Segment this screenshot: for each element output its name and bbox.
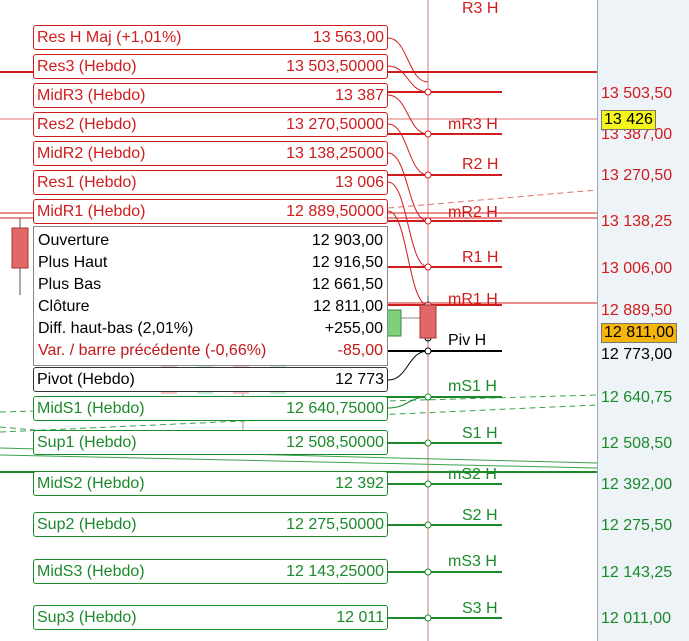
axis-label-piv: 12 773,00: [601, 346, 673, 363]
pivot-label-midr2[interactable]: MidR2 (Hebdo) 13 138,25000: [33, 141, 388, 166]
pivot-label-name: Sup3 (Hebdo): [37, 609, 137, 626]
axis-label-s2: 12 275,50: [601, 517, 673, 534]
pivot-label-value: 12 011: [336, 609, 384, 626]
price-axis[interactable]: 13 503,50 13 387,00 13 426 13 270,50 13 …: [597, 0, 689, 641]
trend-line-green-2: [0, 454, 597, 469]
info-range-row: Diff. haut-bas (2,01%) +255,00: [38, 318, 383, 340]
pivot-label-sup3[interactable]: Sup3 (Hebdo) 12 011: [33, 605, 388, 630]
axis-label-ms2: 12 392,00: [601, 476, 673, 493]
axis-label-mr3: 13 387,00: [601, 126, 673, 143]
pivot-label-sup1[interactable]: Sup1 (Hebdo) 12 508,50000: [33, 430, 388, 455]
pivot-label-midr1[interactable]: MidR1 (Hebdo) 12 889,50000: [33, 199, 388, 224]
pivot-label-name: MidS3 (Hebdo): [37, 563, 145, 580]
axis-label-ms1: 12 640,75: [601, 389, 673, 406]
level-tag-sup2: S2 H: [462, 507, 498, 524]
pivot-label-name: Res1 (Hebdo): [37, 174, 137, 191]
pivot-label-value: 12 143,25000: [286, 563, 384, 580]
axis-label-ms3: 12 143,25: [601, 564, 673, 581]
pivot-label-name: MidS1 (Hebdo): [37, 400, 145, 417]
pivot-label-mids3[interactable]: MidS3 (Hebdo) 12 143,25000: [33, 559, 388, 584]
axis-label-mr1: 12 889,50: [601, 302, 673, 319]
pivot-label-name: Res2 (Hebdo): [37, 116, 137, 133]
pivot-label-value: 13 138,25000: [286, 145, 384, 162]
pivot-label-value: 12 392: [335, 475, 384, 492]
level-tag-res1: R1 H: [462, 249, 499, 266]
pivot-label-midr3[interactable]: MidR3 (Hebdo) 13 387: [33, 83, 388, 108]
pivot-label-name: Sup2 (Hebdo): [37, 516, 137, 533]
axis-label-r2: 13 270,50: [601, 167, 673, 184]
info-high-label: Plus Haut: [38, 254, 108, 271]
pivot-label-res_h_maj[interactable]: Res H Maj (+1,01%) 13 563,00: [33, 25, 388, 50]
pivot-label-value: 12 640,75000: [286, 400, 384, 417]
level-tag-midr2: mR2 H: [448, 204, 498, 221]
level-tag-res3: R3 H: [462, 0, 499, 17]
pivot-label-name: MidR3 (Hebdo): [37, 87, 146, 104]
info-change-label: Var. / barre précédente (-0,66%): [38, 342, 267, 359]
pivot-label-value: 13 006: [335, 174, 384, 191]
level-tag-sup3: S3 H: [462, 600, 498, 617]
info-close-row: Clôture 12 811,00: [38, 296, 383, 318]
pivot-label-value: 12 773: [335, 371, 384, 388]
info-high-value: 12 916,50: [311, 254, 383, 271]
axis-label-r1: 13 006,00: [601, 260, 673, 277]
pivot-label-mids2[interactable]: MidS2 (Hebdo) 12 392: [33, 471, 388, 496]
info-close-value: 12 811,00: [313, 298, 383, 315]
pivot-label-res1[interactable]: Res1 (Hebdo) 13 006: [33, 170, 388, 195]
pivot-label-value: 12 889,50000: [286, 203, 384, 220]
pivot-label-res3[interactable]: Res3 (Hebdo) 13 503,50000: [33, 54, 388, 79]
pivot-label-name: Res3 (Hebdo): [37, 58, 137, 75]
bar-info-panel: Ouverture 12 903,00 Plus Haut 12 916,50 …: [33, 226, 388, 366]
axis-label-r3: 13 503,50: [601, 85, 673, 102]
trend-line-red-dashed: [387, 189, 597, 209]
pivot-label-value: 13 270,50000: [286, 116, 384, 133]
pivot-label-sup2[interactable]: Sup2 (Hebdo) 12 275,50000: [33, 512, 388, 537]
info-open-row: Ouverture 12 903,00: [38, 230, 383, 252]
pivot-label-name: Pivot (Hebdo): [37, 371, 135, 388]
pivot-label-value: 13 563,00: [312, 29, 384, 46]
level-tag-midr1: mR1 H: [448, 291, 498, 308]
pivot-label-name: Res H Maj (+1,01%): [37, 29, 182, 46]
info-low-row: Plus Bas 12 661,50: [38, 274, 383, 296]
level-tag-sup1: S1 H: [462, 425, 498, 442]
pivot-label-name: MidR2 (Hebdo): [37, 145, 146, 162]
pivot-label-res2[interactable]: Res2 (Hebdo) 13 270,50000: [33, 112, 388, 137]
level-tag-mids3: mS3 H: [448, 553, 497, 570]
info-change-row: Var. / barre précédente (-0,66%) -85,00: [38, 340, 383, 362]
pivot-label-value: 13 387: [335, 87, 384, 104]
info-open-value: 12 903,00: [311, 232, 383, 249]
axis-close-price: 12 811,00: [601, 323, 677, 343]
info-open-label: Ouverture: [38, 232, 110, 249]
pivot-label-mids1[interactable]: MidS1 (Hebdo) 12 640,75000: [33, 396, 388, 421]
info-close-label: Clôture: [38, 298, 90, 315]
info-range-value: +255,00: [324, 320, 383, 337]
info-low-label: Plus Bas: [38, 276, 102, 293]
pivot-label-pivot[interactable]: Pivot (Hebdo) 12 773: [33, 367, 388, 392]
connector-curves: [387, 37, 429, 409]
axis-label-mr2: 13 138,25: [601, 213, 673, 230]
info-low-value: 12 661,50: [311, 276, 383, 293]
axis-label-s1: 12 508,50: [601, 435, 673, 452]
pivot-label-name: MidS2 (Hebdo): [37, 475, 145, 492]
level-tag-mids2: mS2 H: [448, 466, 497, 483]
level-tag-mids1: mS1 H: [448, 378, 497, 395]
axis-label-s3: 12 011,00: [601, 610, 671, 627]
level-tag-midr3: mR3 H: [448, 116, 498, 133]
info-range-label: Diff. haut-bas (2,01%): [38, 320, 194, 337]
level-segments: [385, 91, 502, 619]
level-tag-res2: R2 H: [462, 156, 499, 173]
level-tag-pivot: Piv H: [448, 332, 487, 349]
pivot-label-name: Sup1 (Hebdo): [37, 434, 137, 451]
pivot-label-value: 12 508,50000: [286, 434, 384, 451]
pivot-label-value: 13 503,50000: [286, 58, 384, 75]
pivot-label-value: 12 275,50000: [286, 516, 384, 533]
info-change-value: -85,00: [337, 342, 383, 359]
pivot-label-name: MidR1 (Hebdo): [37, 203, 146, 220]
info-high-row: Plus Haut 12 916,50: [38, 252, 383, 274]
trend-line-green-dashed-3: [0, 426, 36, 431]
axis-crosshair-price: 13 426: [601, 110, 656, 130]
